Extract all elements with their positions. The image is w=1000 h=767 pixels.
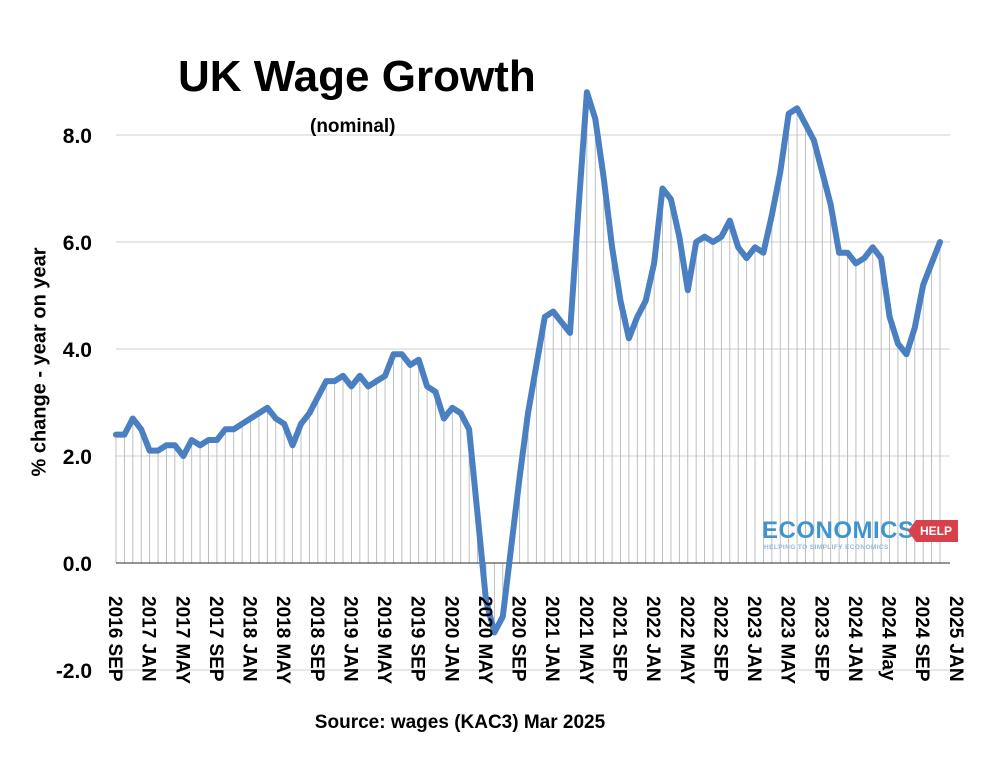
x-tick-label: 2020 MAY bbox=[474, 596, 495, 684]
x-tick-label: 2024 JAN bbox=[844, 596, 865, 682]
x-tick-label: 2018 JAN bbox=[239, 596, 260, 682]
y-tick-label: 4.0 bbox=[63, 339, 92, 362]
chart-title: UK Wage Growth bbox=[178, 52, 536, 101]
x-tick-label: 2022 MAY bbox=[676, 596, 697, 684]
x-tick-label: 2017 JAN bbox=[138, 596, 159, 682]
x-tick-label: 2018 MAY bbox=[272, 596, 293, 684]
x-tick-label: 2016 SEP bbox=[104, 596, 125, 682]
x-tick-label: 2020 JAN bbox=[440, 596, 461, 682]
x-tick-label: 2024 SEP bbox=[911, 596, 932, 682]
x-tick-label: 2023 SEP bbox=[810, 596, 831, 682]
logo-tag: HELP bbox=[908, 520, 959, 542]
source-note: Source: wages (KAC3) Mar 2025 bbox=[314, 712, 606, 733]
y-tick-label: 0.0 bbox=[63, 553, 92, 576]
logo-tagline: HELPING TO SIMPLIFY ECONOMICS bbox=[764, 544, 889, 551]
x-tick-label: 2024 May bbox=[878, 596, 899, 681]
x-tick-label: 2020 SEP bbox=[508, 596, 529, 682]
x-tick-label: 2021 SEP bbox=[609, 596, 630, 682]
x-tick-label: 2022 SEP bbox=[709, 596, 730, 682]
x-tick-label: 2017 MAY bbox=[171, 596, 192, 684]
x-tick-label: 2021 JAN bbox=[541, 596, 562, 682]
chart-subtitle: (nominal) bbox=[310, 116, 396, 137]
y-axis-label: % change - year on year bbox=[28, 247, 51, 477]
x-tick-label: 2021 MAY bbox=[575, 596, 596, 684]
series-line bbox=[113, 89, 943, 636]
x-tick-label: 2025 JAN bbox=[945, 596, 966, 682]
x-tick-label: 2019 SEP bbox=[407, 596, 428, 682]
y-tick-label: 2.0 bbox=[63, 446, 92, 469]
y-tick-label: 8.0 bbox=[63, 125, 92, 148]
y-tick-label: -2.0 bbox=[56, 660, 92, 683]
x-tick-label: 2023 MAY bbox=[777, 596, 798, 684]
logo-main-text: ECONOMICS bbox=[762, 517, 915, 544]
x-tick-label: 2017 SEP bbox=[205, 596, 226, 682]
y-tick-label: 6.0 bbox=[63, 232, 92, 255]
x-tick-label: 2018 SEP bbox=[306, 596, 327, 682]
x-tick-label: 2019 MAY bbox=[373, 596, 394, 684]
x-tick-label: 2022 JAN bbox=[642, 596, 663, 682]
economics-help-logo: ECONOMICS HELP HELPING TO SIMPLIFY ECONO… bbox=[762, 517, 967, 553]
x-tick-label: 2023 JAN bbox=[743, 596, 764, 682]
x-tick-label: 2019 JAN bbox=[339, 596, 360, 682]
